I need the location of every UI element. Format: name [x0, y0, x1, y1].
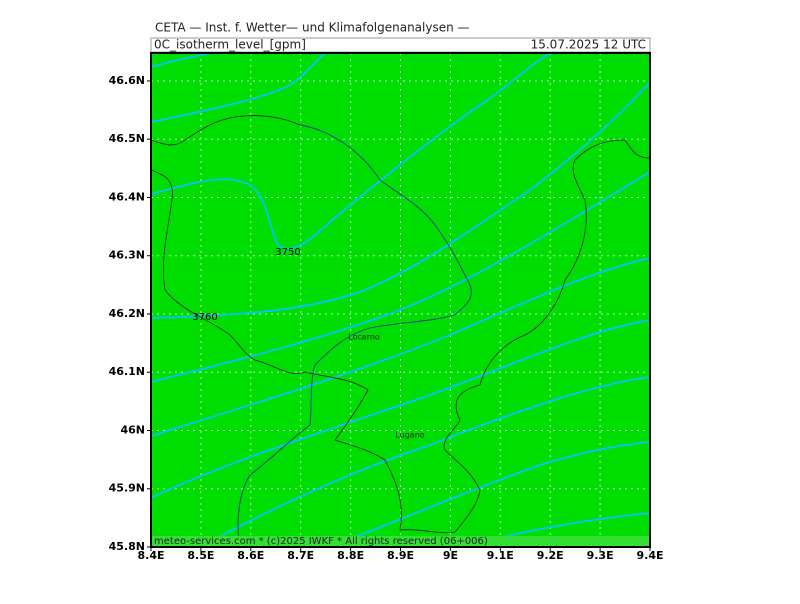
place-label: Locarno — [348, 333, 380, 342]
contour-label: 3760 — [192, 312, 217, 323]
x-tick-label: 9.3E — [587, 549, 614, 562]
y-tick-label: 46.4N — [109, 190, 145, 203]
y-tick-label: 46N — [120, 423, 145, 436]
place-label: Lugano — [395, 431, 424, 440]
lakes — [237, 124, 472, 548]
y-tick-label: 45.9N — [109, 482, 145, 495]
y-tick-label: 46.2N — [109, 307, 145, 320]
x-tick-label: 9.2E — [537, 549, 564, 562]
footer-bar — [151, 536, 650, 547]
x-tick-label: 8.5E — [187, 549, 214, 562]
x-tick-label: 8.9E — [387, 549, 414, 562]
x-tick-label: 8.6E — [237, 549, 264, 562]
x-tick-label: 9.1E — [487, 549, 514, 562]
x-tick-label: 9E — [443, 549, 458, 562]
x-tick-label: 8.7E — [287, 549, 314, 562]
title: CETA — Inst. f. Wetter— und Klimafolgena… — [155, 21, 470, 35]
contour-label: 3750 — [275, 247, 300, 258]
x-tick-label: 8.4E — [137, 549, 164, 562]
parameter: 0C_isotherm_level_[gpm] — [154, 38, 306, 52]
y-tick-label: 45.8N — [109, 540, 145, 553]
y-tick-label: 46.6N — [109, 74, 145, 87]
borders — [150, 115, 651, 534]
y-tick-label: 46.5N — [109, 132, 145, 145]
y-tick-label: 46.1N — [109, 365, 145, 378]
footer: meteo-services.com * (c)2025 IWKF * All … — [154, 536, 488, 547]
datetime: 15.07.2025 12 UTC — [531, 38, 646, 52]
x-tick-label: 9.4E — [636, 549, 663, 562]
x-tick-label: 8.8E — [337, 549, 364, 562]
y-tick-label: 46.3N — [109, 249, 145, 262]
